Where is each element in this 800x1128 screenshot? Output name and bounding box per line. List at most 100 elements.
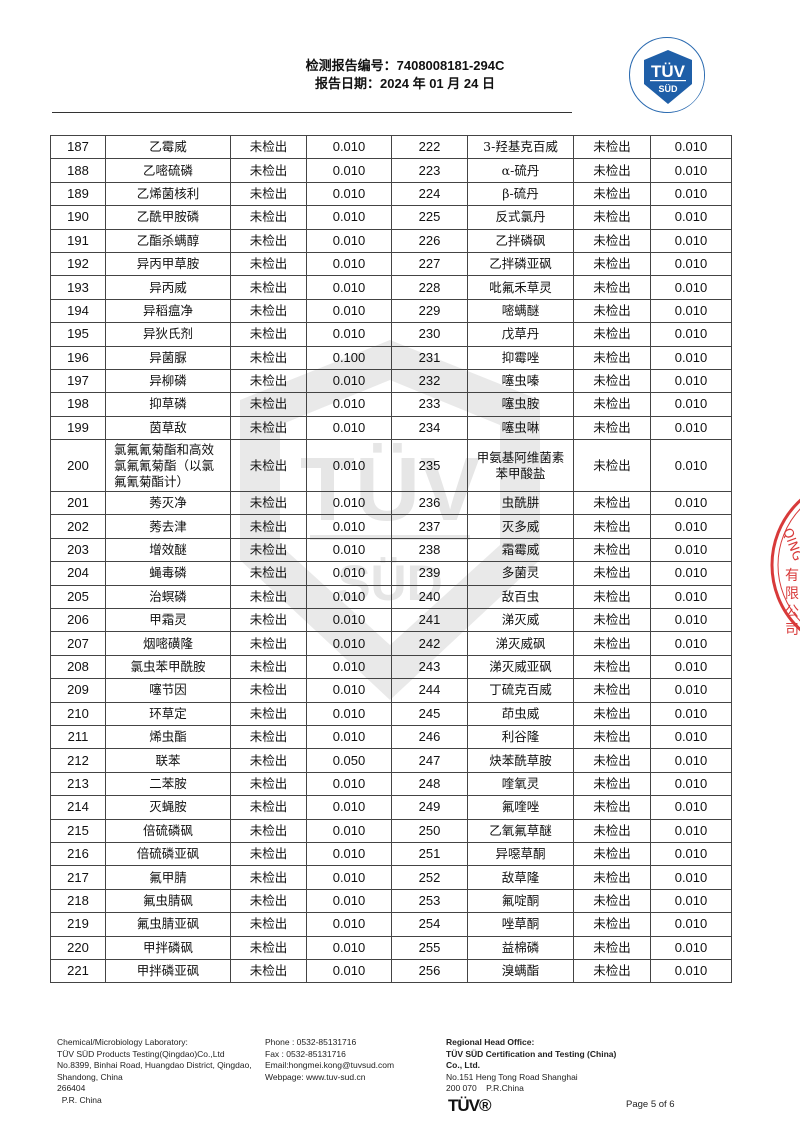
detection-limit: 0.010	[650, 514, 732, 539]
result: 未检出	[573, 561, 651, 586]
result: 未检出	[573, 912, 651, 937]
item-number: 210	[50, 701, 106, 726]
item-number: 203	[50, 537, 106, 563]
compound-name: 益棉磷	[467, 935, 574, 960]
footer-lab-info: Chemical/Microbiology Laboratory: TÜV SÜ…	[57, 1037, 252, 1106]
item-number: 190	[50, 205, 106, 230]
detection-limit: 0.010	[306, 912, 392, 937]
item-number: 234	[391, 415, 468, 441]
result: 未检出	[573, 415, 651, 441]
compound-name: 异丙威	[105, 275, 231, 300]
compound-name: 异菌脲	[105, 345, 231, 370]
detection-limit: 0.010	[306, 724, 392, 750]
lab-title: Chemical/Microbiology Laboratory:	[57, 1037, 188, 1047]
result: 未检出	[573, 275, 651, 300]
compound-name: 茵草敌	[105, 415, 231, 441]
result: 未检出	[230, 298, 307, 324]
item-number: 223	[391, 158, 468, 183]
result: 未检出	[230, 865, 307, 890]
compound-name: 乙嘧硫磷	[105, 158, 231, 183]
svg-text:公: 公	[785, 604, 799, 620]
compound-name: 唑草酮	[467, 912, 574, 937]
result: 未检出	[573, 228, 651, 253]
result: 未检出	[230, 958, 307, 984]
detection-limit: 0.010	[306, 514, 392, 539]
phone: Phone : 0532-85131716	[265, 1037, 357, 1047]
table-row: 188 乙嘧硫磷 未检出 0.010 223 α-硫丹 未检出 0.010	[50, 158, 732, 183]
detection-limit: 0.010	[650, 865, 732, 890]
result: 未检出	[573, 491, 651, 516]
item-number: 246	[391, 724, 468, 750]
detection-limit: 0.010	[650, 228, 732, 253]
detection-limit: 0.010	[306, 818, 392, 843]
item-number: 231	[391, 345, 468, 370]
report-number: 检测报告编号：7408008181-294C	[305, 58, 505, 73]
result: 未检出	[230, 584, 307, 610]
detection-limit: 0.010	[650, 631, 732, 656]
compound-name: 噻虫啉	[467, 415, 574, 441]
detection-limit: 0.010	[650, 701, 732, 726]
result: 未检出	[230, 205, 307, 230]
results-table: 187 乙霉威 未检出 0.010 222 3-羟基克百威 未检出 0.010 188 乙嘧硫磷未…	[50, 134, 732, 984]
result: 未检出	[573, 158, 651, 183]
table-row: 201 莠灭净 未检出 0.010 236 虫酰肼 未检出 0.010	[50, 491, 732, 516]
item-number: 215	[50, 818, 106, 843]
compound-name: 灭多威	[467, 514, 574, 539]
result: 未检出	[573, 958, 651, 984]
result: 未检出	[230, 701, 307, 726]
result: 未检出	[230, 251, 307, 277]
item-number: 226	[391, 228, 468, 253]
item-number: 204	[50, 561, 106, 586]
result: 未检出	[573, 935, 651, 960]
compound-name: 二苯胺	[105, 771, 231, 797]
compound-name: 莠去津	[105, 514, 231, 539]
item-number: 222	[391, 134, 468, 160]
item-number: 216	[50, 841, 106, 867]
compound-name: 环草定	[105, 701, 231, 726]
compound-name: 噻虫嗪	[467, 368, 574, 394]
item-number: 241	[391, 608, 468, 633]
compound-name: 烯虫酯	[105, 724, 231, 750]
compound-name: 噻节因	[105, 678, 231, 703]
detection-limit: 0.010	[306, 537, 392, 563]
detection-limit: 0.010	[650, 608, 732, 633]
item-number: 212	[50, 748, 106, 773]
result: 未检出	[573, 608, 651, 633]
result: 未检出	[573, 654, 651, 680]
item-number: 227	[391, 251, 468, 277]
item-number: 211	[50, 724, 106, 750]
result: 未检出	[230, 415, 307, 441]
table-row: 205 治螟磷 未检出 0.010 240 敌百虫 未检出 0.010	[50, 584, 732, 610]
item-number: 236	[391, 491, 468, 516]
compound-name: 3-羟基克百威	[467, 134, 574, 160]
item-number: 193	[50, 275, 106, 300]
footer-contact: Phone : 0532-85131716 Fax : 0532-8513171…	[265, 1037, 394, 1083]
item-number: 207	[50, 631, 106, 656]
result: 未检出	[230, 631, 307, 656]
webpage[interactable]: Webpage: www.tuv-sud.cn	[265, 1071, 366, 1082]
lab-postcode: 266404	[57, 1083, 86, 1093]
item-number: 198	[50, 392, 106, 417]
item-number: 232	[391, 368, 468, 394]
compound-name: β-硫丹	[467, 181, 574, 207]
table-row: 208 氯虫苯甲酰胺 未检出 0.010 243 涕灭威亚砜 未检出 0.010	[50, 654, 732, 680]
compound-name: 抑霉唑	[467, 345, 574, 370]
compound-name: 戊草丹	[467, 322, 574, 347]
item-number: 240	[391, 584, 468, 610]
svg-text:QING: QING	[779, 526, 800, 563]
compound-name: 异丙甲草胺	[105, 251, 231, 277]
detection-limit: 0.100	[306, 345, 392, 370]
table-row: 193 异丙威 未检出 0.010 228 吡氟禾草灵 未检出 0.010	[50, 275, 732, 300]
table-row: 210 环草定 未检出 0.010 245 茚虫威 未检出 0.010	[50, 701, 732, 726]
table-row: 197 异柳磷 未检出 0.010 232 噻虫嗪 未检出 0.010	[50, 368, 732, 394]
detection-limit: 0.010	[650, 795, 732, 820]
compound-name: 涕灭威亚砜	[467, 654, 574, 680]
lab-address: No.8399, Binhai Road, Huangdao District,…	[57, 1060, 252, 1070]
email[interactable]: Email:hongmei.kong@tuvsud.com	[265, 1060, 395, 1070]
result: 未检出	[573, 368, 651, 394]
detection-limit: 0.010	[306, 888, 392, 914]
item-number: 229	[391, 298, 468, 324]
result: 未检出	[230, 912, 307, 937]
compound-name: 氟啶酮	[467, 888, 574, 914]
item-number: 255	[391, 935, 468, 960]
